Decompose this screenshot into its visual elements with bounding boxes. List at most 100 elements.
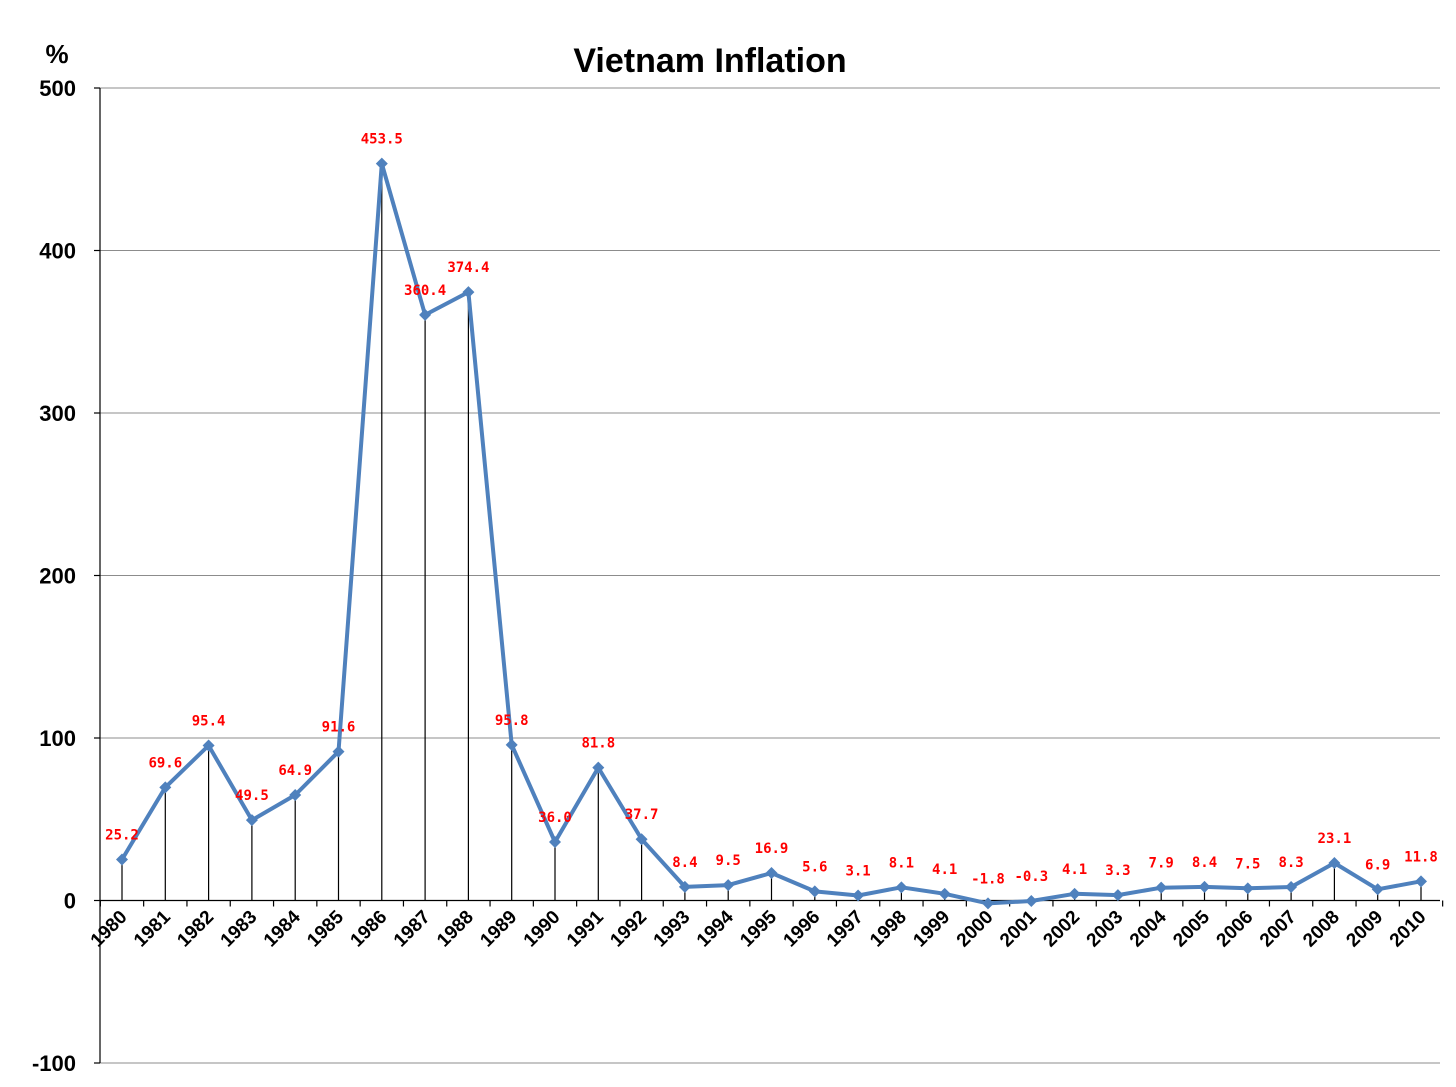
x-tick-label: 1996: [780, 907, 825, 952]
x-tick-label: 2005: [1169, 906, 1214, 951]
data-label: 25.2: [105, 828, 139, 844]
x-tick-label: 1987: [390, 907, 435, 952]
data-label: 5.6: [802, 859, 827, 875]
x-tick-label: 2007: [1256, 907, 1301, 952]
x-tick-label: 2003: [1083, 907, 1128, 952]
data-point: [938, 887, 951, 900]
data-label: 11.8: [1404, 849, 1438, 865]
x-tick-labels: 1980198119821983198419851986198719881989…: [87, 906, 1431, 951]
data-point: [592, 761, 605, 774]
data-point: [159, 781, 172, 794]
x-tick-label: 1988: [433, 907, 478, 952]
data-label: 9.5: [716, 853, 741, 869]
data-point: [808, 885, 821, 898]
data-label: 81.8: [581, 736, 615, 752]
data-point: [635, 833, 648, 846]
data-point: [1285, 881, 1298, 894]
y-tick-label: 200: [39, 564, 76, 589]
data-label: 23.1: [1318, 831, 1352, 847]
data-label: 360.4: [404, 283, 446, 299]
y-tick-label: 0: [64, 889, 76, 914]
data-point: [1371, 883, 1384, 896]
series-line-inflation: [120, 161, 1422, 906]
y-tick-labels: 500 400 300 200 100 0 -100: [32, 76, 76, 1076]
x-tick-label: 2000: [953, 907, 998, 952]
data-label: 374.4: [447, 260, 489, 276]
data-point: [1025, 894, 1038, 907]
x-tick-label: 1995: [736, 906, 781, 951]
y-tick-label: 100: [39, 726, 76, 751]
data-label: 36.0: [538, 810, 572, 826]
data-point: [419, 308, 432, 321]
x-tick-label: 2004: [1126, 906, 1171, 951]
data-point: [852, 889, 865, 902]
data-point: [245, 814, 258, 827]
x-tick-label: 1985: [303, 906, 348, 951]
data-label: 8.4: [672, 855, 697, 871]
data-point: [202, 739, 215, 752]
x-tick-label: 2002: [1039, 907, 1084, 952]
x-tick-label: 2009: [1342, 907, 1387, 952]
x-tick-label: 1990: [520, 907, 565, 952]
series-layer: [120, 161, 1422, 906]
data-point: [1328, 856, 1341, 869]
markers: [116, 157, 1427, 910]
data-label: 95.8: [495, 713, 529, 729]
data-point: [289, 789, 302, 802]
y-tick-label: -100: [32, 1051, 76, 1076]
data-point: [549, 836, 561, 848]
data-label: 37.7: [625, 807, 659, 823]
data-point: [895, 881, 908, 894]
data-label: 3.3: [1105, 863, 1130, 879]
data-label: 8.3: [1278, 855, 1303, 871]
x-tick-label: 2010: [1386, 907, 1431, 952]
data-point: [116, 853, 128, 866]
data-label: 64.9: [278, 763, 312, 779]
y-tick-label: 400: [39, 239, 76, 264]
x-tick-label: 2006: [1213, 907, 1258, 952]
chart-title: Vietnam Inflation: [573, 42, 846, 80]
data-label: 453.5: [361, 132, 403, 148]
data-point: [722, 879, 735, 892]
data-point: [1241, 882, 1254, 895]
data-point: [462, 286, 475, 299]
x-tick-label: 1983: [217, 907, 262, 952]
x-tick-label: 1991: [563, 906, 608, 951]
data-label: 69.6: [148, 755, 182, 771]
x-tick-label: 1992: [606, 907, 651, 952]
data-point: [1198, 880, 1211, 893]
x-tick-label: 1984: [260, 906, 305, 951]
x-tick-label: 2001: [996, 906, 1041, 951]
data-label: 95.4: [192, 713, 226, 729]
x-tick-label: 1989: [476, 907, 521, 952]
data-label: 7.5: [1235, 856, 1260, 872]
x-tick-label: 1994: [693, 906, 738, 951]
x-tick-label: 1986: [347, 907, 392, 952]
y-tick-label: 500: [39, 76, 76, 101]
x-tick-label: 1982: [173, 907, 218, 952]
data-point: [982, 897, 994, 910]
x-tick-label: 1981: [130, 906, 175, 951]
data-label: 16.9: [755, 841, 789, 857]
x-tick-label: 1980: [87, 907, 132, 952]
axes: [94, 87, 1444, 1064]
x-tick-label: 1993: [650, 907, 695, 952]
drop-lines: [121, 163, 1422, 904]
data-point: [678, 880, 691, 893]
x-tick-label: 1999: [909, 907, 954, 952]
x-tick-label: 1997: [823, 907, 868, 952]
data-label: -1.8: [971, 871, 1005, 887]
data-label: 7.9: [1149, 856, 1174, 872]
x-tick-label: 1998: [866, 907, 911, 952]
data-point: [505, 738, 518, 751]
data-label: 4.1: [1062, 862, 1087, 878]
data-point: [1155, 881, 1168, 894]
data-point: [332, 745, 345, 758]
data-label: 91.6: [322, 720, 356, 736]
data-label: 8.1: [889, 855, 914, 871]
data-label: 4.1: [932, 862, 957, 878]
y-axis-unit-label: %: [45, 39, 68, 69]
